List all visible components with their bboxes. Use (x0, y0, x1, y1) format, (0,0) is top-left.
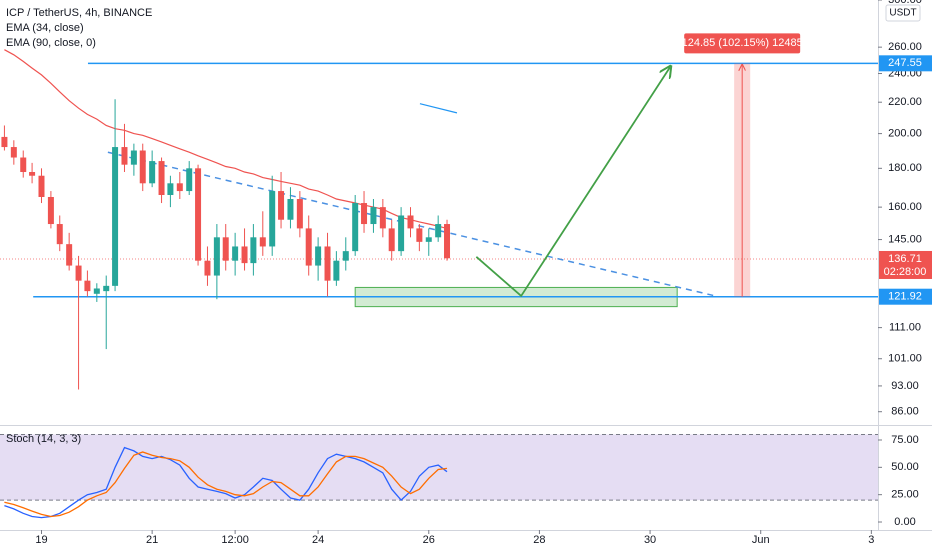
candle-body (315, 246, 322, 266)
candle-body (305, 228, 312, 266)
y-tick-label: 220.00 (888, 96, 922, 108)
measure-label: 124.85 (102.15%) 12485 (682, 37, 803, 49)
last-price-badge (879, 250, 932, 279)
y-tick-label: 300.00 (888, 0, 922, 6)
legend-entry: EMA (34, close) (6, 22, 84, 34)
candle-body (278, 191, 285, 220)
stoch-line (4, 451, 448, 518)
candle-body (444, 224, 451, 259)
unit-label: USDT (889, 8, 916, 19)
candle-body (20, 157, 27, 173)
candle-body (121, 147, 128, 165)
candle-body (10, 147, 17, 158)
candle-body (204, 260, 211, 276)
candle-body (130, 150, 137, 165)
x-tick-label: Jun (752, 534, 770, 546)
candle-body (398, 215, 405, 252)
candle-body (361, 203, 368, 225)
candle-body (167, 183, 174, 196)
legend-entry: EMA (90, close, 0) (6, 37, 96, 49)
candle-body (324, 246, 331, 281)
candle-body (342, 251, 349, 261)
projection-arrow (475, 67, 670, 298)
candle-body (38, 175, 45, 197)
y-tick-label: 86.00 (891, 406, 919, 418)
candle-body (352, 203, 359, 252)
candle-body (112, 147, 119, 286)
candle-body (1, 136, 8, 148)
y-tick-label: 50.00 (891, 461, 919, 473)
candle-body (370, 207, 377, 225)
x-tick-label: 3 (868, 534, 874, 546)
y-tick-label: 260.00 (888, 41, 922, 53)
candle-body (287, 198, 294, 220)
unit-box (885, 4, 921, 22)
candle-body (139, 150, 146, 184)
candle-body (416, 228, 423, 242)
last-price-label: 136.71 (888, 253, 922, 265)
candle-body (407, 215, 414, 229)
candle-body (75, 265, 82, 281)
candle-body (66, 244, 73, 266)
y-tick-label: 145.00 (888, 233, 922, 245)
candle-body (241, 246, 248, 264)
candle-body (333, 260, 340, 281)
x-tick-label: 28 (533, 534, 545, 546)
candle-body (186, 168, 193, 192)
stoch-line (4, 446, 448, 519)
candle-body (388, 228, 395, 252)
candle-body (93, 288, 100, 294)
trend-segment (419, 103, 458, 114)
candle-body (47, 196, 54, 225)
y-tick-label: 101.00 (888, 353, 922, 365)
y-tick-label: 200.00 (888, 128, 922, 140)
candle-body (259, 237, 266, 247)
level-badge (879, 288, 932, 305)
x-tick-label: 19 (35, 534, 47, 546)
x-tick-label: 21 (146, 534, 158, 546)
candle-body (213, 237, 220, 276)
x-tick-label: 12:00 (221, 534, 249, 546)
y-tick-label: 75.00 (891, 434, 919, 446)
candle-body (158, 161, 165, 196)
y-tick-label: 180.00 (888, 162, 922, 174)
candle-body (149, 161, 156, 184)
level-label: 247.55 (888, 57, 922, 69)
candle-body (176, 183, 183, 192)
y-tick-label: 93.00 (891, 380, 919, 392)
countdown-label: 02:28:00 (884, 266, 927, 278)
candle-body (56, 224, 63, 245)
y-tick-label: 160.00 (888, 201, 922, 213)
y-tick-label: 0.00 (894, 516, 915, 528)
candle-body (195, 168, 202, 261)
x-tick-label: 24 (312, 534, 324, 546)
chart-title: ICP / TetherUS, 4h, BINANCE (6, 7, 152, 19)
candle-body (84, 280, 91, 292)
level-badge (879, 55, 932, 72)
level-label: 121.92 (888, 291, 922, 303)
candle-body (232, 246, 239, 261)
candle-body (269, 191, 276, 247)
candle-body (250, 237, 257, 264)
candle-body (296, 198, 303, 229)
band-fill (0, 434, 878, 501)
x-tick-label: 26 (423, 534, 435, 546)
y-tick-label: 111.00 (889, 322, 921, 334)
candle-body (379, 207, 386, 229)
candle-body (222, 237, 229, 261)
indicator-title: Stoch (14, 3, 3) (6, 433, 81, 445)
measure-badge (684, 33, 801, 54)
y-tick-label: 25.00 (891, 489, 919, 501)
candle-body (435, 224, 442, 238)
candle-body (103, 285, 110, 292)
candle-body (425, 237, 432, 242)
x-tick-label: 30 (644, 534, 656, 546)
candle-body (29, 172, 36, 176)
